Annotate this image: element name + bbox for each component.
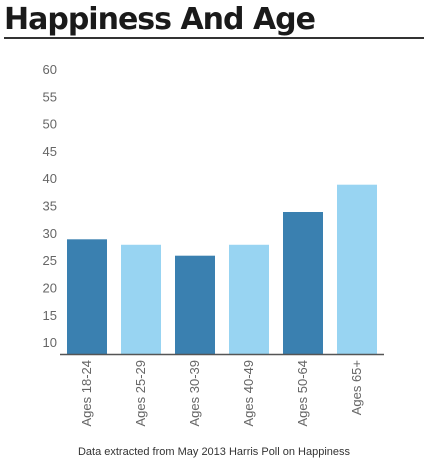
x-tick-label: Ages 65+ bbox=[349, 360, 364, 415]
bar-ages-50-64 bbox=[283, 212, 323, 354]
y-tick-label: 40 bbox=[43, 171, 57, 186]
y-tick-label: 25 bbox=[43, 253, 57, 268]
x-axis-ticks: Ages 18-24 Ages 25-29 Ages 30-39 Ages 40-49… bbox=[79, 360, 364, 427]
page-title: Happiness And Age bbox=[4, 2, 316, 37]
y-tick-label: 20 bbox=[43, 280, 57, 295]
x-tick-label: Ages 40-49 bbox=[241, 360, 256, 427]
x-tick-label: Ages 30-39 bbox=[187, 360, 202, 427]
y-tick-label: 35 bbox=[43, 199, 57, 214]
x-tick-label: Ages 25-29 bbox=[133, 360, 148, 427]
bars bbox=[67, 184, 377, 354]
x-tick-label: Ages 18-24 bbox=[79, 360, 94, 427]
source-note: Data extracted from May 2013 Harris Poll… bbox=[77, 446, 351, 458]
y-tick-label: 50 bbox=[43, 117, 57, 132]
y-tick-label: 55 bbox=[43, 89, 57, 104]
bar-ages-25-29 bbox=[121, 244, 161, 354]
y-tick-label: 15 bbox=[43, 308, 57, 323]
y-tick-label: 45 bbox=[43, 144, 57, 159]
title-divider bbox=[4, 37, 424, 39]
y-tick-label: 10 bbox=[43, 335, 57, 350]
x-tick-label: Ages 50-64 bbox=[295, 360, 310, 427]
bar-ages-30-39 bbox=[175, 255, 215, 354]
bar-ages-18-24 bbox=[67, 239, 107, 354]
bar-ages-40-49 bbox=[229, 244, 269, 354]
bar-chart: 10 15 20 25 30 35 40 45 50 55 60 Ages 18-24 Ages 25… bbox=[43, 62, 384, 427]
y-tick-label: 30 bbox=[43, 226, 57, 241]
y-axis-ticks: 10 15 20 25 30 35 40 45 50 55 60 bbox=[43, 62, 57, 350]
bar-ages-65- bbox=[337, 184, 377, 354]
y-tick-label: 60 bbox=[43, 62, 57, 77]
